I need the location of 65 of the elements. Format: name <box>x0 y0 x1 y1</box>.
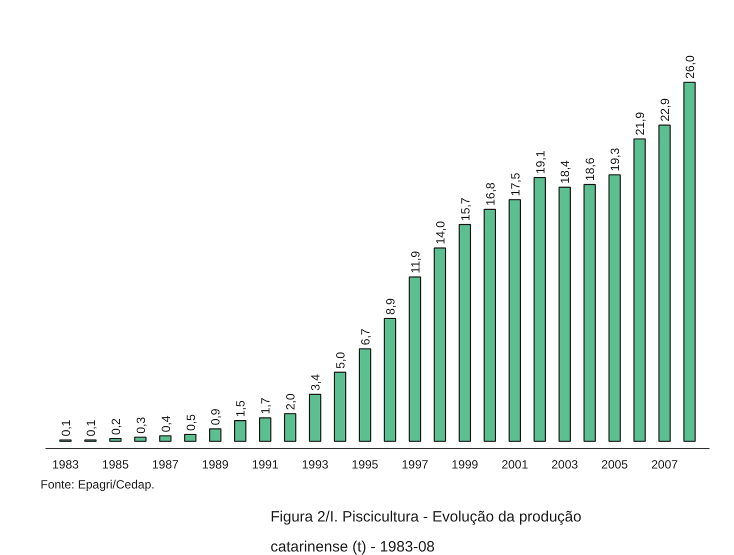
bar <box>184 434 196 442</box>
data-label: 15,7 <box>458 197 472 221</box>
source-note: Fonte: Epagri/Cedap. <box>40 478 155 492</box>
x-tick-label: 1989 <box>202 458 229 472</box>
data-label: 5,0 <box>334 352 348 369</box>
x-tick-label: 1993 <box>302 458 329 472</box>
data-label: 6,7 <box>358 328 373 346</box>
data-label: 0,3 <box>134 416 148 434</box>
data-label: 0,9 <box>208 408 223 426</box>
data-label: 1,5 <box>234 400 248 418</box>
data-label: 3,4 <box>308 374 323 391</box>
bar <box>258 417 272 442</box>
data-label: 0,5 <box>184 414 198 431</box>
bar <box>583 184 596 442</box>
data-label: 8,9 <box>383 298 398 315</box>
bar <box>284 413 296 442</box>
data-label: 19,1 <box>533 150 548 174</box>
bar <box>558 186 571 442</box>
bar <box>683 82 696 442</box>
x-tick-label: 1987 <box>152 458 179 472</box>
data-label: 21,9 <box>633 112 648 136</box>
bar <box>608 174 621 442</box>
data-label: 2,0 <box>284 393 298 410</box>
bar <box>508 199 522 442</box>
data-label: 22,9 <box>658 98 672 122</box>
x-tick-label: 1997 <box>402 458 429 472</box>
bar <box>658 124 671 442</box>
bar <box>209 428 222 442</box>
bar <box>458 224 472 442</box>
bar <box>234 420 246 442</box>
x-tick-label: 1991 <box>252 458 279 472</box>
data-label: 11,9 <box>408 250 422 274</box>
data-label: 17,5 <box>508 172 522 196</box>
data-label: 0,1 <box>58 419 73 436</box>
data-label: 1,7 <box>258 397 273 414</box>
bar <box>484 208 496 442</box>
data-label: 0,1 <box>84 419 98 436</box>
data-label: 18,4 <box>558 160 572 184</box>
data-label: 26,0 <box>683 55 698 79</box>
text: Figura 2/I. Piscicultura - Evolução da produção catarinense (t) - 1983-08 <box>270 508 582 555</box>
x-tick-label: 2001 <box>501 458 528 472</box>
x-tick-label: 1983 <box>52 458 80 472</box>
bar <box>159 435 172 442</box>
data-label: 16,8 <box>483 182 498 206</box>
bar <box>434 247 446 442</box>
data-label: 0,2 <box>108 418 123 435</box>
bar <box>109 438 122 442</box>
data-label: 18,6 <box>583 157 598 181</box>
bar <box>384 318 396 442</box>
data-label: 0,4 <box>158 415 173 432</box>
x-tick-label: 1985 <box>102 458 130 472</box>
data-label: 14,0 <box>433 220 448 244</box>
x-tick-label: 2007 <box>651 458 678 472</box>
bar <box>408 276 422 442</box>
bar <box>308 394 322 442</box>
bar <box>334 372 346 442</box>
bar <box>534 176 546 442</box>
x-tick-label: 2005 <box>601 458 628 472</box>
bar <box>358 348 372 442</box>
data-label: 19,3 <box>608 148 622 172</box>
x-tick-label: 1999 <box>452 458 479 472</box>
bar <box>134 436 147 442</box>
x-tick-label: 1995 <box>352 458 379 472</box>
x-tick-label: 2003 <box>551 458 578 472</box>
bar <box>633 138 646 442</box>
